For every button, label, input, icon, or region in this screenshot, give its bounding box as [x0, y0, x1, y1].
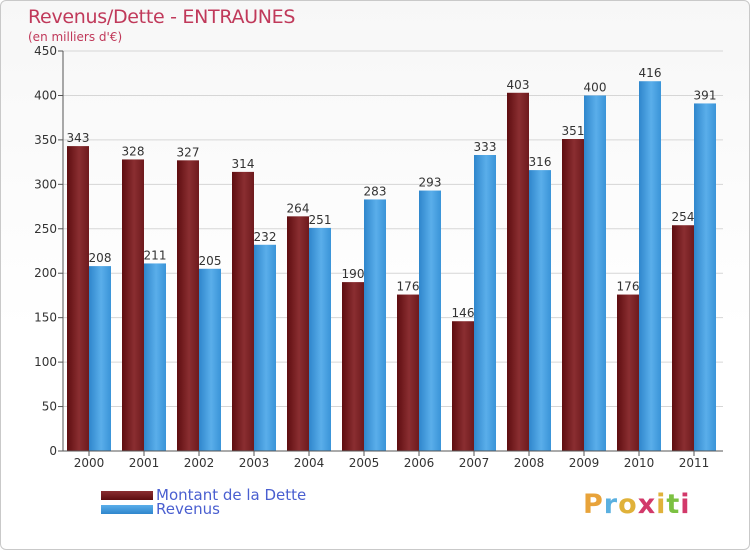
data-label-revenus: 391 — [694, 88, 717, 102]
x-tick-label: 2010 — [624, 456, 655, 470]
data-label-revenus: 251 — [309, 213, 332, 227]
bar-dette — [672, 225, 694, 451]
x-tick-label: 2006 — [404, 456, 435, 470]
y-tick-label: 150 — [34, 311, 57, 325]
chart-title: Revenus/Dette - ENTRAUNES — [28, 6, 296, 28]
y-tick-label: 200 — [34, 266, 57, 280]
bar-dette — [287, 216, 309, 451]
data-label-dette: 327 — [177, 145, 200, 159]
x-tick-label: 2002 — [184, 456, 215, 470]
logo-letter: r — [603, 489, 619, 520]
logo-letter: x — [637, 489, 657, 520]
bar-dette — [507, 92, 529, 452]
data-label-revenus: 400 — [584, 80, 607, 94]
x-tick-label: 2000 — [74, 456, 105, 470]
logo-letter: P — [583, 489, 604, 520]
data-label-dette: 328 — [122, 144, 145, 158]
data-label-dette: 314 — [232, 157, 255, 171]
bar-revenus — [529, 170, 551, 451]
bar-dette — [397, 294, 419, 451]
bar-revenus — [694, 103, 716, 451]
logo-letter: o — [618, 489, 638, 520]
y-tick-label: 0 — [49, 444, 57, 458]
data-label-dette: 254 — [672, 210, 695, 224]
bar-dette — [617, 294, 639, 451]
bar-revenus — [144, 263, 166, 451]
legend-label-revenus: Revenus — [156, 500, 220, 518]
bar-dette — [452, 321, 474, 451]
logo-letter: i — [656, 489, 667, 520]
bar-dette — [67, 146, 89, 451]
bar-revenus — [584, 95, 606, 451]
data-label-dette: 190 — [342, 267, 365, 281]
x-tick-label: 2007 — [459, 456, 490, 470]
x-tick-label: 2008 — [514, 456, 545, 470]
bar-revenus — [199, 268, 221, 451]
bar-dette — [232, 171, 254, 451]
bar-dette — [562, 139, 584, 451]
bar-revenus — [364, 199, 386, 451]
y-tick-label: 250 — [34, 222, 57, 236]
y-tick-label: 450 — [34, 44, 57, 58]
bar-revenus — [419, 190, 441, 452]
data-label-dette: 146 — [452, 306, 475, 320]
data-label-dette: 264 — [287, 201, 310, 215]
data-label-dette: 343 — [67, 131, 90, 145]
y-tick-label: 50 — [42, 400, 57, 414]
y-tick-label: 100 — [34, 355, 57, 369]
y-tick-label: 300 — [34, 177, 57, 191]
y-tick-label: 350 — [34, 133, 57, 147]
bar-revenus — [639, 81, 661, 451]
data-label-revenus: 283 — [364, 184, 387, 198]
data-label-revenus: 293 — [419, 176, 442, 190]
x-tick-label: 2005 — [349, 456, 380, 470]
bar-revenus — [309, 227, 331, 451]
chart-subtitle: (en milliers d'€) — [28, 30, 123, 44]
data-label-dette: 403 — [507, 78, 530, 92]
bar-revenus — [89, 266, 111, 451]
data-label-revenus: 208 — [89, 251, 112, 265]
data-label-revenus: 333 — [474, 140, 497, 154]
data-label-dette: 176 — [617, 280, 640, 294]
x-tick-label: 2004 — [294, 456, 325, 470]
bar-revenus — [474, 155, 496, 451]
bar-dette — [342, 282, 364, 451]
y-tick-label: 400 — [34, 88, 57, 102]
bar-revenus — [254, 244, 276, 451]
bar-dette — [177, 160, 199, 452]
data-label-revenus: 416 — [639, 66, 662, 80]
x-tick-label: 2003 — [239, 456, 270, 470]
logo-letter: t — [666, 489, 681, 520]
legend-label-dette: Montant de la Dette — [156, 486, 307, 504]
data-label-revenus: 205 — [199, 254, 222, 268]
data-label-revenus: 316 — [529, 155, 552, 169]
data-label-dette: 176 — [397, 280, 420, 294]
data-label-dette: 351 — [562, 124, 585, 138]
legend-swatch-revenus — [101, 505, 153, 514]
data-label-revenus: 232 — [254, 230, 277, 244]
x-tick-label: 2001 — [129, 456, 160, 470]
proxiti-logo: Proxiti — [583, 489, 691, 520]
x-tick-label: 2009 — [569, 456, 600, 470]
legend-swatch-dette — [101, 491, 153, 500]
logo-letter: i — [680, 489, 691, 520]
bar-dette — [122, 159, 144, 451]
data-label-revenus: 211 — [144, 248, 167, 262]
x-tick-label: 2011 — [679, 456, 710, 470]
